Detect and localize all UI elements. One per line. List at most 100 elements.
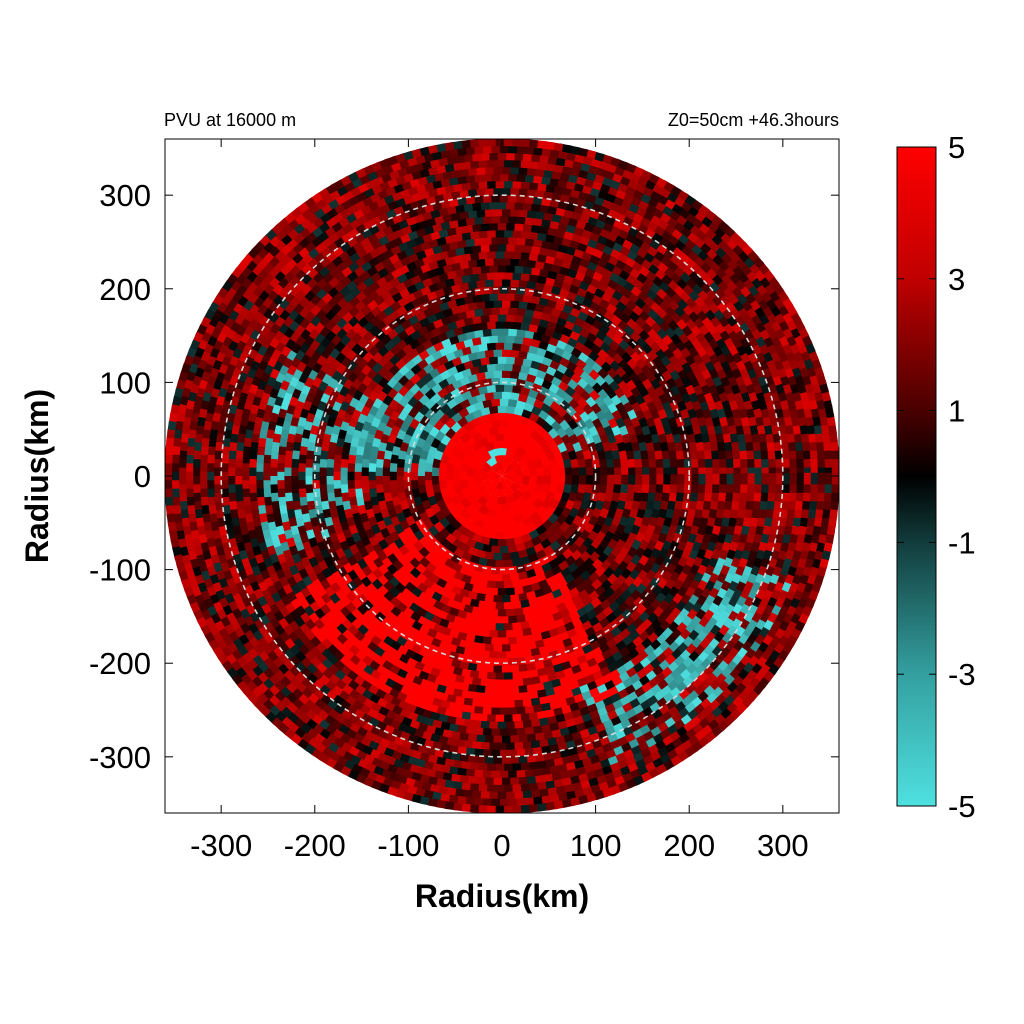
field-cell bbox=[459, 479, 469, 491]
field-cell bbox=[506, 307, 518, 316]
field-cell bbox=[711, 456, 720, 468]
field-cell bbox=[520, 315, 532, 325]
field-cell bbox=[377, 441, 388, 453]
field-cell bbox=[482, 300, 494, 309]
field-cell bbox=[524, 259, 537, 268]
field-cell bbox=[510, 321, 522, 330]
field-cell bbox=[789, 472, 798, 485]
field-cell bbox=[543, 466, 552, 476]
field-cell bbox=[466, 466, 475, 477]
field-cell bbox=[662, 457, 671, 468]
field-cell bbox=[490, 524, 501, 533]
field-cell bbox=[510, 643, 522, 652]
field-cell bbox=[726, 465, 735, 476]
field-cell bbox=[508, 468, 517, 476]
field-cell bbox=[347, 488, 357, 500]
field-cell bbox=[311, 471, 320, 483]
field-cell bbox=[719, 473, 728, 485]
field-cell bbox=[491, 299, 502, 308]
field-cell bbox=[417, 467, 426, 477]
field-cell bbox=[669, 482, 678, 494]
field-cell bbox=[702, 498, 712, 511]
field-cell bbox=[529, 466, 538, 476]
pv-field bbox=[165, 139, 839, 813]
field-cell bbox=[304, 476, 313, 487]
field-cell bbox=[467, 641, 479, 651]
field-cell bbox=[396, 467, 404, 478]
field-cell bbox=[305, 458, 314, 470]
field-cell bbox=[484, 573, 495, 582]
field-cell bbox=[488, 587, 500, 596]
field-cell bbox=[648, 482, 657, 494]
field-cell bbox=[333, 463, 341, 474]
field-cell bbox=[476, 592, 487, 602]
field-cell bbox=[522, 648, 534, 658]
field-cell bbox=[470, 524, 482, 536]
field-cell bbox=[564, 475, 573, 485]
field-cell bbox=[695, 498, 705, 511]
field-cell bbox=[476, 342, 488, 352]
field-cell bbox=[761, 473, 770, 485]
field-cell bbox=[640, 448, 649, 460]
field-cell bbox=[655, 457, 664, 468]
field-cell bbox=[520, 620, 532, 630]
field-cell bbox=[354, 480, 363, 491]
field-cell bbox=[480, 536, 491, 546]
field-cell bbox=[465, 446, 477, 459]
field-cell bbox=[474, 350, 486, 360]
field-cell bbox=[492, 503, 503, 512]
field-cell bbox=[504, 580, 515, 589]
field-cell bbox=[348, 446, 358, 458]
field-cell bbox=[682, 490, 692, 502]
field-cell bbox=[389, 462, 398, 473]
field-cell bbox=[656, 474, 664, 485]
field-cell bbox=[541, 498, 553, 511]
field-cell bbox=[291, 484, 300, 496]
field-cell bbox=[689, 490, 699, 502]
field-cell bbox=[368, 480, 377, 491]
field-cell bbox=[518, 272, 530, 282]
field-cell bbox=[704, 456, 713, 468]
field-cell bbox=[499, 524, 510, 533]
field-cell bbox=[568, 506, 580, 519]
field-cell bbox=[417, 458, 427, 469]
field-cell bbox=[499, 257, 511, 266]
field-cell bbox=[491, 278, 502, 287]
field-cell bbox=[504, 292, 515, 301]
field-cell bbox=[376, 492, 386, 504]
field-cell bbox=[410, 480, 419, 491]
field-cell bbox=[499, 616, 511, 624]
field-cell bbox=[504, 693, 516, 702]
field-cell bbox=[555, 457, 566, 469]
field-cell bbox=[503, 433, 514, 443]
field-cell bbox=[511, 222, 524, 232]
field-cell bbox=[477, 557, 489, 567]
field-cell bbox=[487, 693, 499, 702]
field-cell bbox=[654, 448, 664, 460]
field-cell bbox=[506, 679, 518, 688]
field-cell bbox=[463, 626, 475, 636]
field-cell bbox=[516, 614, 528, 624]
field-cell bbox=[488, 405, 498, 415]
field-cell bbox=[502, 665, 513, 674]
field-cell bbox=[464, 529, 476, 541]
field-cell bbox=[733, 473, 742, 485]
field-cell bbox=[499, 545, 510, 554]
field-cell bbox=[508, 475, 517, 484]
field-cell bbox=[510, 551, 521, 561]
field-cell bbox=[597, 448, 607, 460]
field-cell bbox=[445, 462, 455, 473]
field-cell bbox=[479, 356, 490, 366]
field-cell bbox=[375, 484, 384, 495]
field-cell bbox=[488, 538, 499, 547]
field-cell bbox=[506, 700, 518, 709]
field-cell bbox=[638, 499, 648, 511]
field-cell bbox=[361, 450, 371, 461]
field-cell bbox=[489, 463, 499, 473]
field-cell bbox=[497, 721, 509, 730]
field-cell bbox=[449, 445, 461, 458]
field-cell bbox=[520, 577, 532, 588]
field-cell bbox=[489, 328, 500, 337]
field-cell bbox=[495, 243, 507, 252]
field-cell bbox=[468, 365, 480, 376]
